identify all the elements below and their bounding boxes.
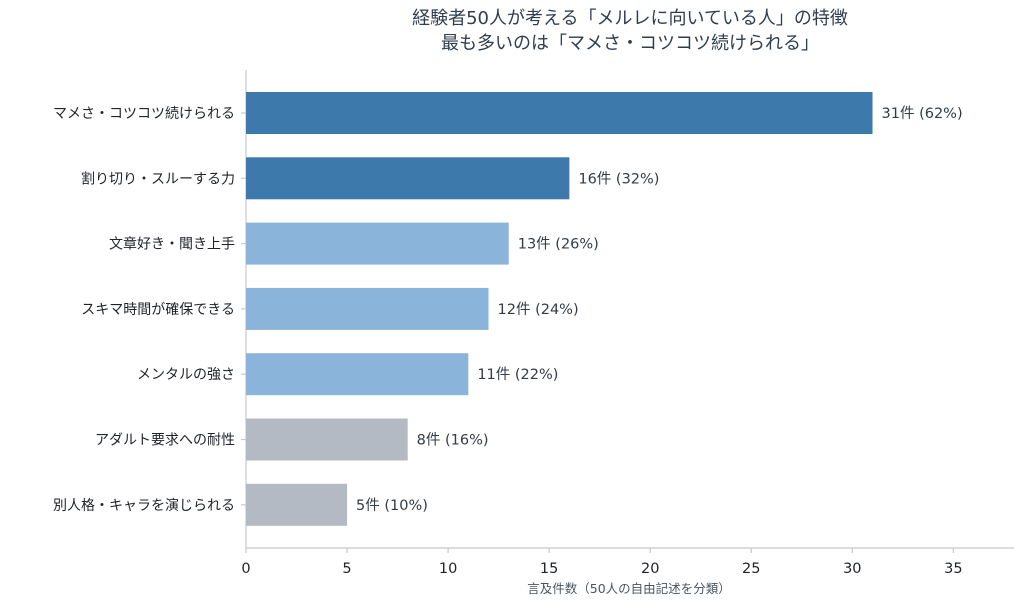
category-label: マメさ・コツコツ続けられる [53,105,235,122]
bar [246,483,348,526]
x-tick-label: 10 [439,561,457,577]
x-tick-label: 0 [241,561,250,577]
value-label: 11件 (22%) [477,366,558,383]
bar [246,222,509,265]
bar [246,157,570,200]
category-label: 別人格・キャラを演じられる [53,498,235,514]
value-label: 5件 (10%) [356,497,428,514]
chart-title: 経験者50人が考える「メルレに向いている人」の特徴 最も多いのは「マメさ・コツコ… [412,8,848,54]
x-tick-label: 15 [540,561,558,577]
category-label: 割り切り・スルーする力 [81,170,235,187]
x-tick-label: 25 [742,561,760,577]
category-label: アダルト要求への耐性 [95,433,235,449]
category-label: 文章好き・聞き上手 [109,236,235,253]
x-tick-label: 20 [641,561,659,577]
plot-area: 0 5 10 15 20 25 30 35 マメさ・コツコツ続けられる 31件 (62%) 割り切り… [53,70,1014,577]
bar [246,418,408,461]
bar [246,353,469,396]
chart-title-line-2: 最も多いのは「マメさ・コツコツ続けられる」 [441,33,819,54]
value-label: 16件 (32%) [578,170,659,187]
x-tick-label: 35 [944,561,962,577]
bar [246,92,873,134]
bar [246,287,489,330]
value-label: 13件 (26%) [518,236,599,253]
category-label: メンタルの強さ [137,367,235,383]
value-label: 31件 (62%) [882,105,963,122]
chart-title-line-1: 経験者50人が考える「メルレに向いている人」の特徴 [412,8,848,29]
x-tick-label: 30 [843,561,861,577]
value-label: 8件 (16%) [417,432,489,449]
x-axis-title: 言及件数（50人の自由記述を分類） [527,581,730,596]
x-tick-label: 5 [342,561,351,577]
value-label: 12件 (24%) [498,301,579,318]
category-label: スキマ時間が確保できる [81,302,235,318]
